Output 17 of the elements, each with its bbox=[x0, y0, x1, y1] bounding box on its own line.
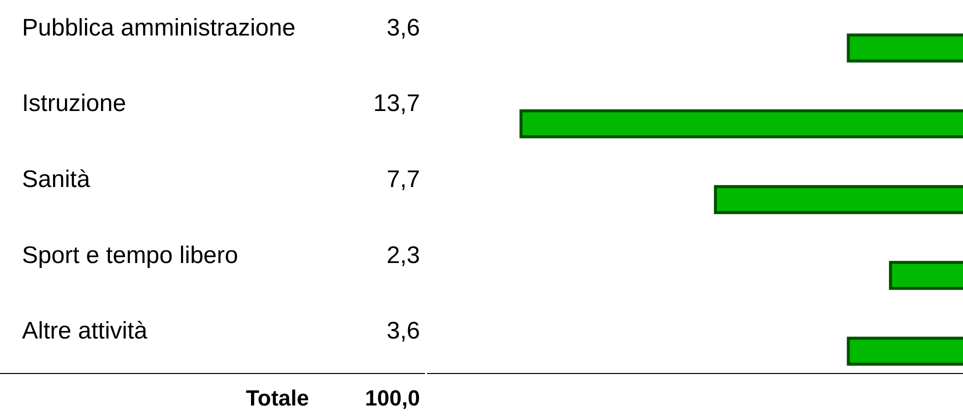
text: Totale bbox=[246, 386, 309, 411]
data-label: 3,6 bbox=[386, 318, 420, 345]
data-label: 2,3 bbox=[386, 242, 420, 269]
bar bbox=[846, 34, 963, 62]
text: 100,0 bbox=[364, 386, 420, 411]
y-tick-label: Altre attività bbox=[22, 318, 148, 345]
y-tick-label: Sport e tempo libero bbox=[22, 242, 238, 269]
y-tick-label: Pubblica amministrazione bbox=[22, 14, 296, 42]
data-label: 13,7 bbox=[373, 90, 420, 118]
bar bbox=[714, 185, 963, 214]
data-label: 3,6 bbox=[386, 14, 420, 42]
bar bbox=[846, 336, 963, 366]
y-tick-label: Istruzione bbox=[22, 90, 126, 118]
bar bbox=[888, 260, 963, 290]
bar bbox=[520, 109, 963, 138]
data-label: 7,7 bbox=[386, 166, 420, 193]
y-tick-label: Sanità bbox=[22, 166, 91, 193]
